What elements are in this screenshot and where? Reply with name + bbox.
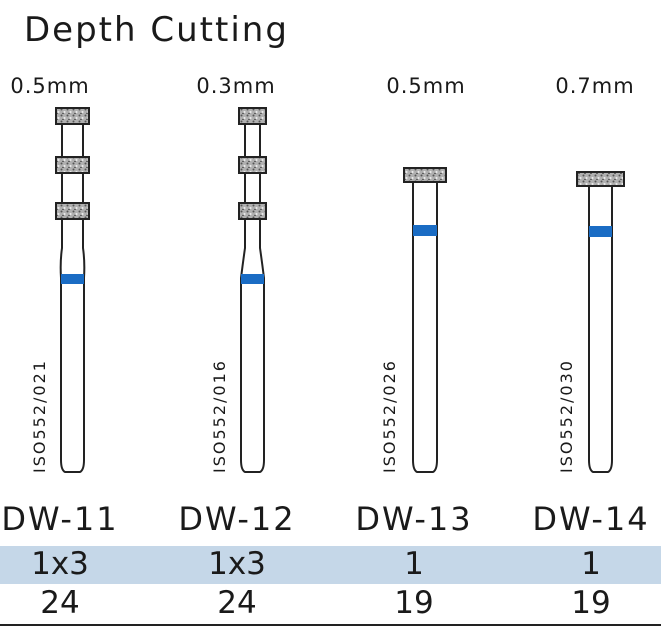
row2-value-1: 24 bbox=[40, 585, 80, 621]
bur-dw-14 bbox=[576, 171, 625, 473]
diamond-disc bbox=[55, 156, 90, 174]
bur-dw-13 bbox=[403, 167, 447, 473]
diamond-head bbox=[403, 167, 447, 183]
color-band bbox=[61, 274, 84, 284]
size-label-4: 0.7mm bbox=[555, 74, 635, 98]
color-band bbox=[413, 225, 437, 236]
iso-label-3: ISO552/026 bbox=[380, 359, 399, 473]
page-title: Depth Cutting bbox=[24, 10, 289, 50]
diamond-disc bbox=[238, 202, 267, 220]
iso-label-1: ISO552/021 bbox=[30, 359, 49, 473]
product-code-3: DW-13 bbox=[355, 500, 473, 538]
bur-dw-11 bbox=[55, 107, 90, 473]
product-code-2: DW-12 bbox=[178, 500, 296, 538]
diamond-disc bbox=[55, 202, 90, 220]
diamond-disc bbox=[238, 107, 267, 125]
row2-value-2: 24 bbox=[217, 585, 257, 621]
row1-value-4: 1 bbox=[581, 546, 601, 582]
color-band bbox=[241, 274, 264, 284]
row1-value-1: 1x3 bbox=[31, 546, 89, 582]
product-code-4: DW-14 bbox=[532, 500, 650, 538]
row1-value-2: 1x3 bbox=[208, 546, 266, 582]
iso-label-2: ISO552/016 bbox=[210, 359, 229, 473]
diamond-disc bbox=[55, 107, 90, 125]
iso-label-4: ISO552/030 bbox=[557, 359, 576, 473]
bur-dw-12 bbox=[238, 107, 267, 473]
row1-value-3: 1 bbox=[404, 546, 424, 582]
diamond-disc bbox=[238, 156, 267, 174]
product-code-1: DW-11 bbox=[1, 500, 119, 538]
table-bottom-border bbox=[0, 624, 661, 626]
row2-value-3: 19 bbox=[394, 585, 434, 621]
color-band bbox=[589, 226, 612, 237]
size-label-1: 0.5mm bbox=[10, 74, 90, 98]
row-highlight bbox=[0, 546, 661, 584]
row2-value-4: 19 bbox=[571, 585, 611, 621]
diamond-head bbox=[576, 171, 625, 187]
size-label-2: 0.3mm bbox=[196, 74, 276, 98]
bur-illustrations bbox=[55, 107, 625, 473]
size-label-3: 0.5mm bbox=[386, 74, 466, 98]
